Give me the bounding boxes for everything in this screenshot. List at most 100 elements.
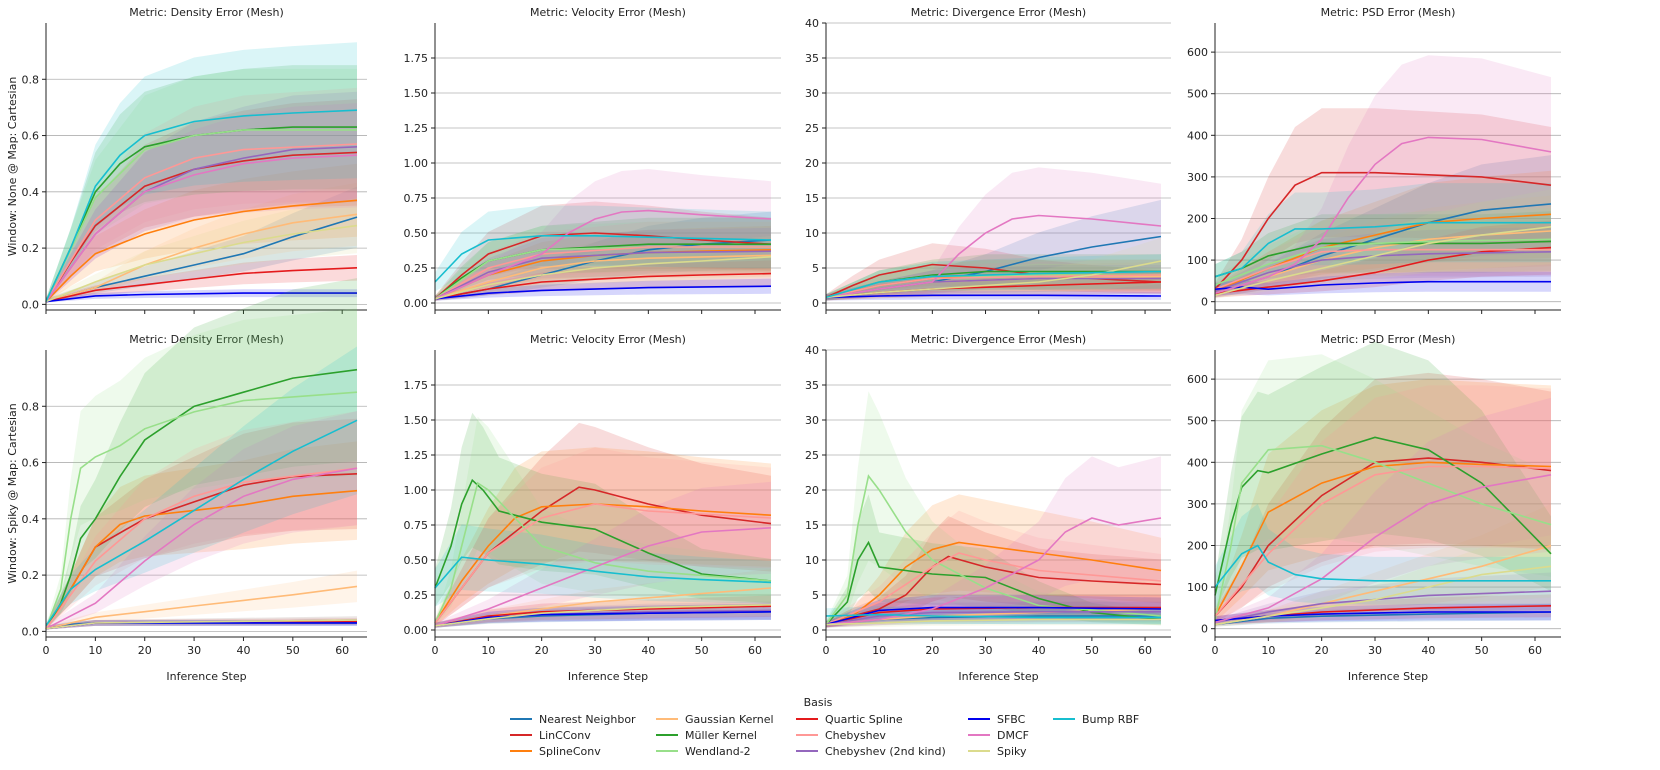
y-tick-label: 5 [812,262,819,275]
y-tick-label: 1.50 [404,414,429,427]
confidence-band [46,278,357,630]
y-tick-label: 500 [1187,415,1208,428]
y-tick-label: 0.25 [404,262,429,275]
x-tick-label: 30 [979,644,993,657]
x-tick-label: 30 [588,644,602,657]
legend-label: Müller Kernel [685,729,757,742]
series-line [45,129,357,302]
y-tick-label: 100 [1187,254,1208,267]
series-line [825,541,1162,626]
x-tick-label: 0 [43,644,50,657]
y-tick-label: 0.00 [404,297,429,310]
y-tick-label: 0.8 [22,73,40,86]
confidence-band [826,456,1161,628]
y-tick-label: 0.25 [404,589,429,602]
y-tick-label: 40 [805,344,819,357]
x-tick-label: 40 [641,644,655,657]
panel-divergence-row-2: Metric: Divergence Error (Mesh) 0 5 10 15 20 2… [805,333,1171,683]
panel-psd-row-1: Metric: PSD Error (Mesh) 0 100 200 300 400 500… [1187,6,1561,314]
panel-velocity-row-2: Metric: Velocity Error (Mesh) 0.00 0.25 0.5… [404,333,781,683]
series-line [434,478,772,589]
legend-label: Bump RBF [1082,713,1139,726]
legend-entry: Quartic Spline [796,713,903,726]
x-tick-label: 50 [695,644,709,657]
y-tick-label: 0.6 [22,130,40,143]
series-line [434,235,772,283]
confidence-band [46,186,357,303]
series-line [825,260,1162,299]
x-tick-label: 0 [823,644,830,657]
y-tick-label: 0.0 [22,298,40,311]
series-line [434,256,772,300]
y-tick-label: 0.00 [404,624,429,637]
series-line [1214,221,1551,278]
series-line [1214,246,1552,295]
confidence-band [435,603,771,628]
series-line [45,368,358,630]
legend-entry: Nearest Neighbor [510,713,636,726]
confidence-band [435,422,771,627]
legend-entry: DMCF [968,729,1029,742]
confidence-band [435,201,771,301]
confidence-band [826,391,1161,628]
legend-label: Gaussian Kernel [685,713,774,726]
legend-entries: Nearest Neighbor LinCConv SplineConv Gaussi… [510,713,1139,758]
panel-title: Metric: Density Error (Mesh) [129,333,284,346]
row-label: Window: Spiky @ Map: Cartesian [6,403,19,583]
confidence-band [435,278,771,301]
series-line [434,250,772,300]
legend-entry: Bump RBF [1053,713,1139,726]
series-line [45,143,358,303]
y-tick-label: 1.25 [404,122,429,135]
series-line [434,611,772,627]
confidence-band [435,481,771,628]
series-line [45,467,358,630]
series-line [45,267,358,303]
y-tick-label: 1.25 [404,449,429,462]
y-tick-label: 400 [1187,456,1208,469]
confidence-band [1215,220,1551,298]
confidence-band [1215,208,1551,294]
series-line [1214,171,1552,290]
series-line [45,213,358,303]
legend-label: Chebyshev [825,729,886,742]
legend-label: LinCConv [539,729,591,742]
confidence-band [46,65,357,303]
y-tick-label: 35 [805,52,819,65]
legend-label: Wendland-2 [685,745,751,758]
series-line [434,503,772,624]
series-line [434,503,772,624]
legend-label: SFBC [997,713,1026,726]
y-tick-label: 20 [805,484,819,497]
legend-label: SplineConv [539,745,601,758]
y-tick-label: 1.75 [404,52,429,65]
y-tick-label: 0 [1201,296,1208,309]
legend-title: Basis [804,696,833,709]
panel-title: Metric: PSD Error (Mesh) [1321,333,1456,346]
y-tick-label: 0.4 [22,513,40,526]
series-line [434,481,772,624]
x-tick-label: 30 [1368,644,1382,657]
y-tick-label: 25 [805,449,819,462]
series-line [1214,248,1551,290]
series-line [434,254,772,300]
legend-entry: Müller Kernel [656,729,757,742]
panel-title: Metric: Density Error (Mesh) [129,6,284,19]
y-tick-label: 5 [812,589,819,602]
series-line [825,618,1161,626]
x-tick-label: 40 [1421,644,1435,657]
x-tick-label: 40 [236,644,250,657]
row-label: Window: None @ Map: Cartesian [6,77,19,257]
x-tick-label: 50 [1085,644,1099,657]
legend-entry: Chebyshev (2nd kind) [796,745,946,758]
x-axis-label: Inference Step [568,670,648,683]
confidence-band [826,265,1161,301]
x-tick-label: 10 [1261,644,1275,657]
x-tick-label: 60 [1138,644,1152,657]
confidence-band [46,441,357,630]
confidence-band [435,603,771,628]
y-tick-label: 0.8 [22,400,40,413]
confidence-band [1215,108,1551,296]
y-tick-label: 400 [1187,129,1208,142]
